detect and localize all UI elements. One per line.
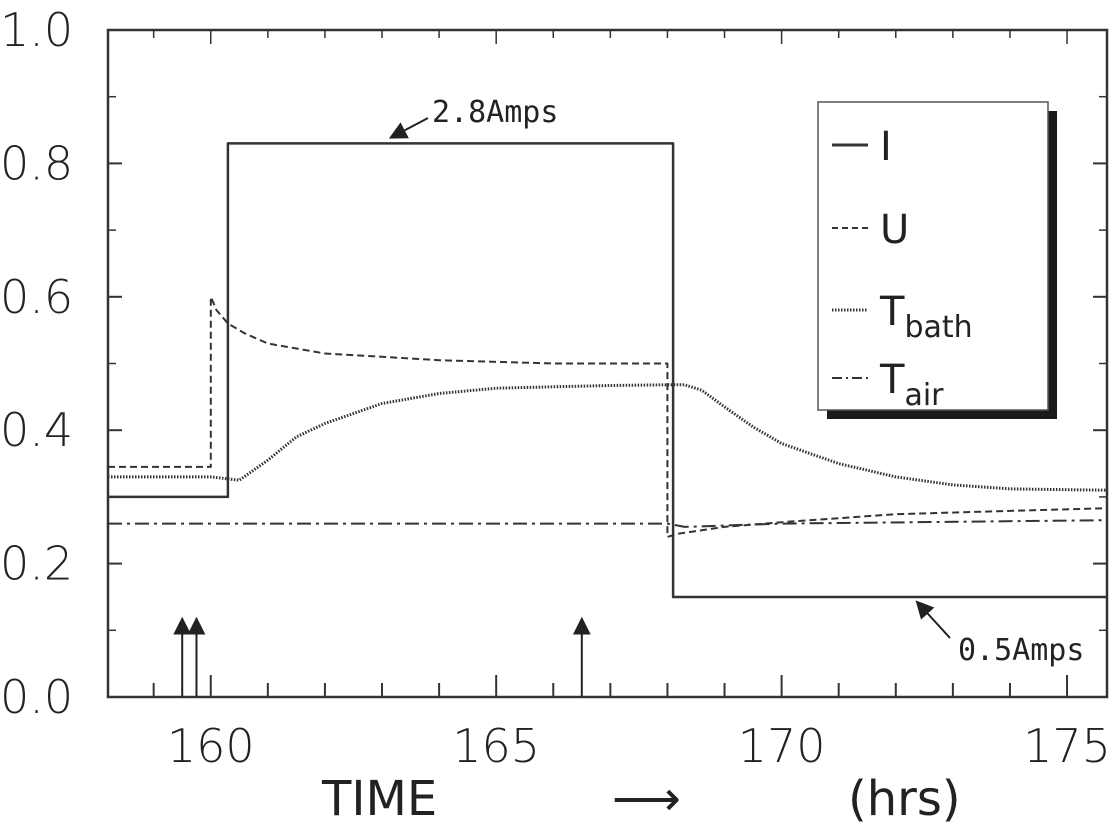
x-axis-title: TIME [321, 771, 437, 827]
series-line-i [108, 142, 1107, 599]
legend-label-tbath-main: T [879, 289, 905, 335]
series-layer [108, 142, 1108, 599]
y-tick-label: 0.8 [0, 136, 73, 190]
y-axis-ticks: 0.0 0.2 0.4 0.6 0.8 1.0 [0, 3, 1107, 724]
series-line-tair [108, 519, 1108, 528]
legend-label-tair: Tair [879, 357, 944, 413]
legend-label-tbath-sub: bath [904, 310, 972, 345]
x-tick-label: 160 [167, 719, 255, 773]
legend-label-u: U [880, 207, 909, 253]
event-markers [173, 616, 591, 697]
x-axis-ticks: 160 165 170 175 [152, 30, 1111, 773]
y-tick-label: 0.0 [0, 670, 73, 724]
legend-label-tair-main: T [879, 357, 905, 403]
y-tick-label: 1.0 [0, 3, 73, 57]
annotation-0-5amps: 0.5Amps [958, 633, 1084, 668]
legend-label-tair-sub: air [904, 378, 944, 413]
y-tick-label: 0.2 [0, 537, 73, 591]
series-line-u [108, 295, 1108, 538]
series-line-tbath [108, 383, 1108, 492]
annotation-2-8amps: 2.8Amps [432, 95, 558, 130]
legend: I U Tbath Tair [817, 101, 1057, 419]
annotation-arrow-0-5amps [915, 600, 951, 639]
x-tick-label: 170 [738, 719, 826, 773]
x-tick-label: 165 [452, 719, 540, 773]
x-axis-unit: (hrs) [848, 771, 961, 827]
legend-label-i: I [880, 124, 892, 170]
legend-box [817, 101, 1049, 411]
y-tick-label: 0.4 [0, 403, 73, 457]
y-tick-label: 0.6 [0, 270, 73, 324]
x-axis-arrow: ⟶ [612, 771, 681, 827]
legend-label-tbath: Tbath [879, 289, 973, 345]
x-tick-label: 175 [1023, 719, 1111, 773]
annotation-arrow-2-8amps [388, 117, 429, 139]
